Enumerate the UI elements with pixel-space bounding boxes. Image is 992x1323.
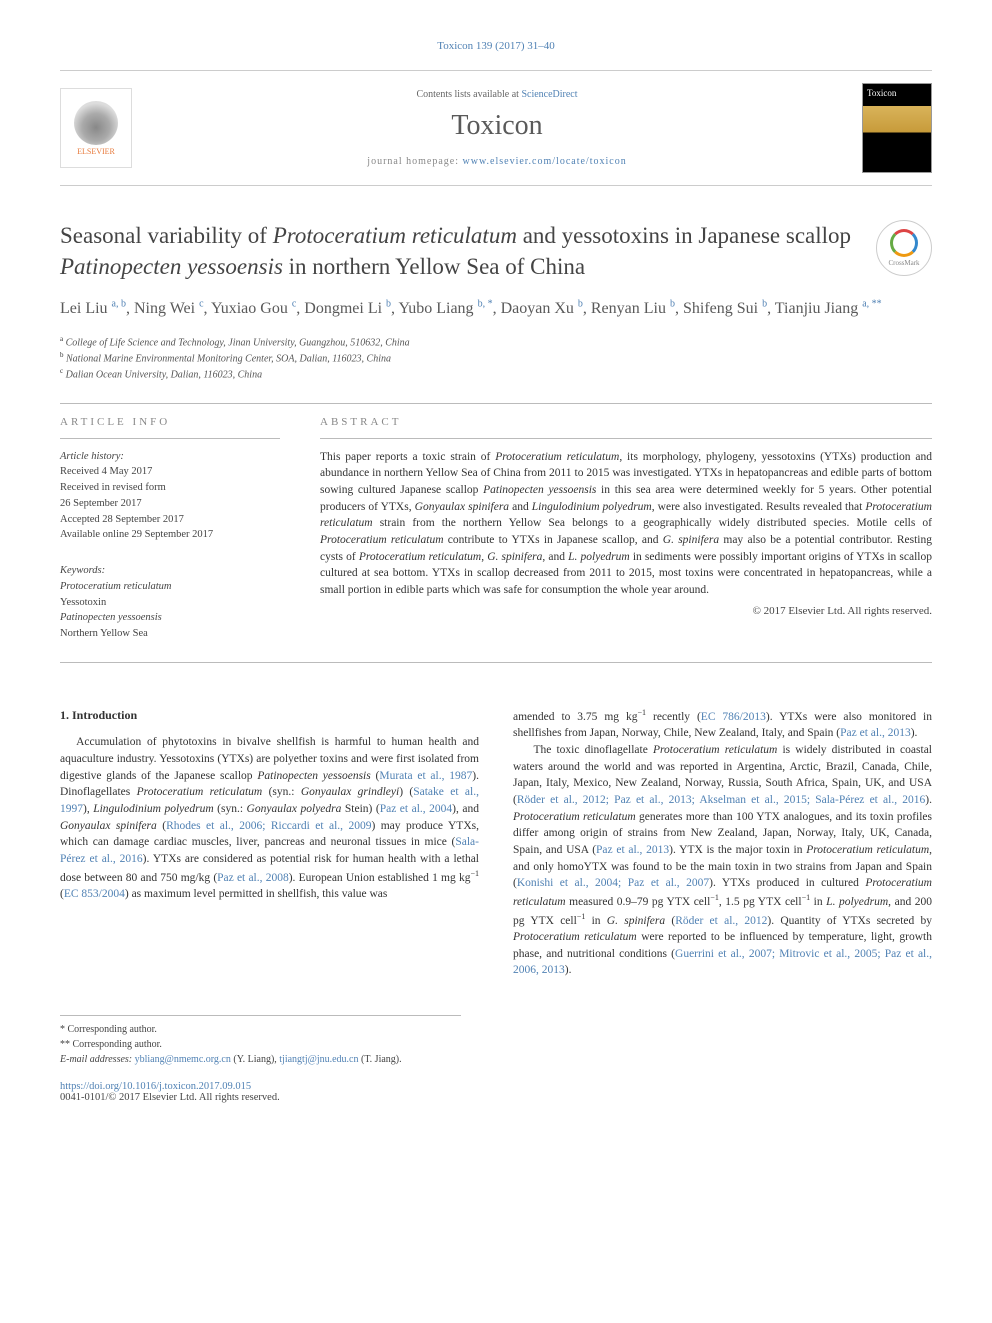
body-col-left: 1. Introduction Accumulation of phytotox… xyxy=(60,707,479,979)
keywords-heading: Keywords: xyxy=(60,563,280,579)
issn-copyright: 0041-0101/© 2017 Elsevier Ltd. All right… xyxy=(60,1092,280,1103)
email-label: E-mail addresses: xyxy=(60,1054,132,1065)
keyword-item: Yessotoxin xyxy=(60,595,280,611)
contents-prefix: Contents lists available at xyxy=(416,89,521,100)
email-1[interactable]: ybliang@nmemc.org.cn xyxy=(135,1054,231,1065)
abstract-label: ABSTRACT xyxy=(320,404,932,439)
history-line: Received 4 May 2017 xyxy=(60,464,280,480)
affiliation-row: b National Marine Environmental Monitori… xyxy=(60,350,932,366)
crossmark-ring-icon xyxy=(890,229,918,257)
rule-bottom xyxy=(60,662,932,663)
affiliation-row: a College of Life Science and Technology… xyxy=(60,334,932,350)
affiliation-row: c Dalian Ocean University, Dalian, 11602… xyxy=(60,366,932,382)
masthead-center: Contents lists available at ScienceDirec… xyxy=(148,89,846,167)
homepage-prefix: journal homepage: xyxy=(367,156,462,167)
intro-para-1: Accumulation of phytotoxins in bivalve s… xyxy=(60,734,479,903)
article-title: Seasonal variability of Protoceratium re… xyxy=(60,220,858,282)
elsevier-logo: ELSEVIER xyxy=(60,88,132,168)
history-line: Accepted 28 September 2017 xyxy=(60,512,280,528)
email-1-paren: (Y. Liang), xyxy=(233,1054,276,1065)
affiliations: a College of Life Science and Technology… xyxy=(60,334,932,383)
corr-2: ** Corresponding author. xyxy=(60,1037,461,1052)
crossmark-badge[interactable]: CrossMark xyxy=(876,220,932,276)
abstract-text: This paper reports a toxic strain of Pro… xyxy=(320,449,932,599)
sciencedirect-link[interactable]: ScienceDirect xyxy=(521,89,577,100)
abstract-copyright: © 2017 Elsevier Ltd. All rights reserved… xyxy=(320,605,932,617)
authors-line: Lei Liu a, b, Ning Wei c, Yuxiao Gou c, … xyxy=(60,296,932,322)
doi-link[interactable]: https://doi.org/10.1016/j.toxicon.2017.0… xyxy=(60,1081,251,1092)
contents-line: Contents lists available at ScienceDirec… xyxy=(148,89,846,100)
footnotes: * Corresponding author. ** Corresponding… xyxy=(60,1015,461,1067)
homepage-line: journal homepage: www.elsevier.com/locat… xyxy=(148,156,846,167)
journal-title: Toxicon xyxy=(148,110,846,142)
history-heading: Article history: xyxy=(60,449,280,465)
masthead: ELSEVIER Contents lists available at Sci… xyxy=(60,70,932,186)
keyword-item: Protoceratium reticulatum xyxy=(60,579,280,595)
citation-header: Toxicon 139 (2017) 31–40 xyxy=(60,40,932,52)
email-2[interactable]: tjiangtj@jnu.edu.cn xyxy=(279,1054,358,1065)
keyword-item: Northern Yellow Sea xyxy=(60,626,280,642)
elsevier-tree-icon xyxy=(74,101,118,145)
history-line: Available online 29 September 2017 xyxy=(60,527,280,543)
body-col-right: amended to 3.75 mg kg−1 recently (EC 786… xyxy=(513,707,932,979)
intro-para-2: amended to 3.75 mg kg−1 recently (EC 786… xyxy=(513,707,932,979)
journal-cover-thumb xyxy=(862,83,932,173)
footer-meta: https://doi.org/10.1016/j.toxicon.2017.0… xyxy=(60,1081,932,1103)
keyword-item: Patinopecten yessoensis xyxy=(60,610,280,626)
publisher-label: ELSEVIER xyxy=(77,147,115,156)
keywords-block: Keywords: Protoceratium reticulatumYesso… xyxy=(60,563,280,642)
article-history: Article history: Received 4 May 2017Rece… xyxy=(60,449,280,544)
history-line: 26 September 2017 xyxy=(60,496,280,512)
history-line: Received in revised form xyxy=(60,480,280,496)
homepage-link[interactable]: www.elsevier.com/locate/toxicon xyxy=(463,156,627,167)
email-line: E-mail addresses: ybliang@nmemc.org.cn (… xyxy=(60,1052,461,1067)
corr-1: * Corresponding author. xyxy=(60,1022,461,1037)
crossmark-label: CrossMark xyxy=(888,259,919,267)
article-info-label: ARTICLE INFO xyxy=(60,404,280,439)
intro-heading: 1. Introduction xyxy=(60,707,479,724)
email-2-paren: (T. Jiang). xyxy=(361,1054,402,1065)
